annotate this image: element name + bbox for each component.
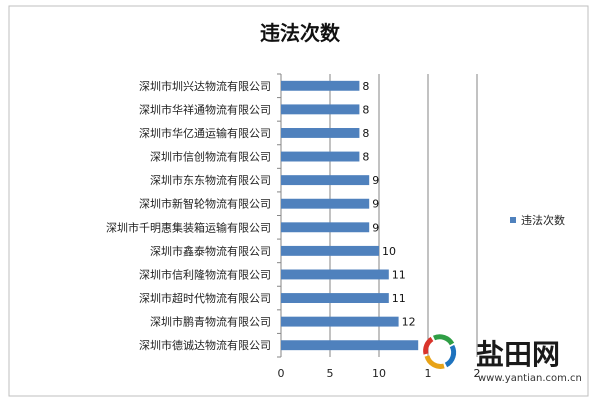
category-label: 深圳市信创物流有限公司 xyxy=(150,150,271,164)
x-tick-label: 2 xyxy=(474,367,481,380)
data-label: 9 xyxy=(372,174,379,187)
category-labels: 深圳市德诚达物流有限公司 深圳市鹏青物流有限公司 深圳市超时代物流有限公司深圳市信利… xyxy=(106,79,271,352)
logo-center xyxy=(437,349,443,355)
data-label: 8 xyxy=(362,103,369,116)
logo-swirl-red xyxy=(423,336,434,355)
category-label: 深圳市华祥通物流有限公司 xyxy=(139,102,271,116)
category-label: 深圳市东东物流有限公司 xyxy=(150,173,271,187)
bar xyxy=(281,104,360,115)
category-label: 深圳市千明惠集装箱运输有限公司 xyxy=(106,220,271,234)
legend: 违法次数 xyxy=(510,213,565,227)
category-label: 深圳市圳兴达物流有限公司 xyxy=(139,79,271,93)
category-label: 深圳市鑫泰物流有限公司 xyxy=(150,244,271,258)
data-label: 9 xyxy=(372,221,379,234)
bar xyxy=(281,293,389,303)
bar xyxy=(281,316,399,327)
data-label: 11 xyxy=(392,292,406,305)
data-label: 10 xyxy=(382,245,396,258)
data-label: 8 xyxy=(362,127,369,140)
x-tick-label: 0 xyxy=(278,367,285,380)
category-label: 深圳市超时代物流有限公司 xyxy=(139,291,271,305)
chart-title: 违法次数 xyxy=(260,21,341,45)
x-tick-label: 1 xyxy=(425,367,432,380)
gridlines xyxy=(329,74,478,357)
logo-swirl-blue xyxy=(444,344,457,368)
x-tick-label: 5 xyxy=(327,367,334,380)
data-label: 9 xyxy=(372,198,379,211)
category-label: 深圳市德诚达物流有限公司 xyxy=(139,338,271,352)
watermark-url: www.yantian.com.cn xyxy=(478,373,582,384)
bar xyxy=(281,128,360,138)
data-label: 8 xyxy=(362,80,369,93)
x-tick-label: 10 xyxy=(372,367,386,380)
axes xyxy=(277,73,282,358)
bar xyxy=(281,175,370,186)
watermark: 盐田网 www.yantian.com.cn xyxy=(423,334,582,384)
bar xyxy=(281,340,419,351)
category-label: 深圳市鹏青物流有限公司 xyxy=(150,315,271,329)
category-label: 深圳市信利隆物流有限公司 xyxy=(139,267,271,281)
logo-swirl-green xyxy=(432,334,455,346)
legend-label: 违法次数 xyxy=(521,213,565,227)
x-tick-labels: 0 5 10 1 2 xyxy=(278,367,481,380)
yantian-logo xyxy=(423,334,457,369)
data-label: 8 xyxy=(362,151,369,164)
bar xyxy=(281,269,389,280)
data-label: 11 xyxy=(392,268,406,281)
bar xyxy=(281,198,370,209)
bar xyxy=(281,245,379,256)
category-label: 深圳市新智轮物流有限公司 xyxy=(139,197,271,211)
bars xyxy=(281,80,419,351)
category-label: 深圳市华亿通运输有限公司 xyxy=(139,126,271,140)
bar xyxy=(281,151,360,162)
watermark-text: 盐田网 xyxy=(476,338,560,371)
logo-swirl-orange xyxy=(424,355,445,369)
data-label: 12 xyxy=(402,316,416,329)
legend-swatch xyxy=(510,217,516,223)
bar xyxy=(281,222,370,233)
bar xyxy=(281,80,360,91)
